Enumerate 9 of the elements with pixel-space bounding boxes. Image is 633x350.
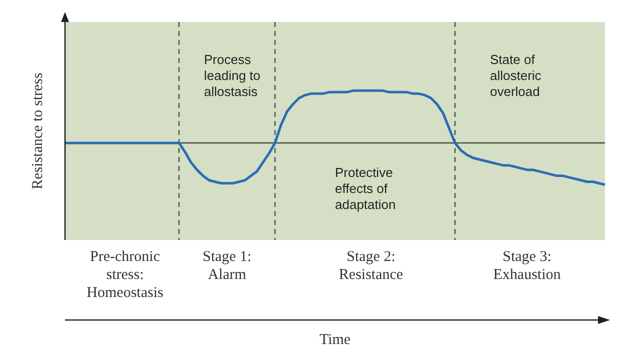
x-tick-label: Stage 3: Exhaustion — [493, 248, 562, 283]
y-axis-title: Resistance to stress — [30, 72, 46, 190]
x-tick-label: Pre-chronic stress: Homeostasis — [86, 248, 164, 301]
x-tick-label: Stage 1: Alarm — [202, 248, 252, 283]
annotation: Protective effects of adaptation — [335, 165, 396, 212]
annotation: State of allosteric overload — [490, 52, 542, 100]
x-axis-title: Time — [319, 332, 351, 348]
annotation: Process leading to allostasis — [204, 52, 260, 100]
x-tick-label: Stage 2: Resistance — [338, 248, 404, 283]
